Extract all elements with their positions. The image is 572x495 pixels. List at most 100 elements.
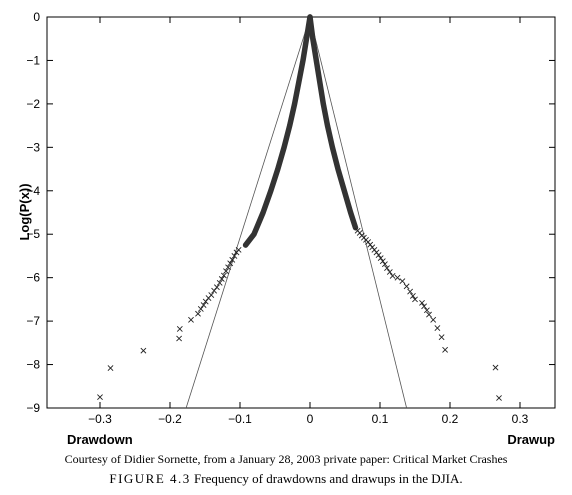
data-point <box>197 306 204 312</box>
y-axis-label: Log(P(x)) <box>17 183 32 240</box>
plot-frame <box>46 16 556 409</box>
x-tick-label: −0.2 <box>158 412 182 426</box>
data-point-stroke <box>97 394 103 401</box>
data-point-stroke <box>409 292 416 299</box>
data-point <box>231 253 238 259</box>
y-tick-label: −2 <box>26 97 40 111</box>
data-point <box>442 346 449 353</box>
y-tick-label: 0 <box>33 10 40 24</box>
data-point <box>492 364 499 371</box>
data-point <box>216 279 223 286</box>
x-tick-label: 0.2 <box>442 412 459 426</box>
data-point-stroke <box>379 258 386 265</box>
data-point-stroke <box>381 261 388 268</box>
data-point-stroke <box>375 252 382 258</box>
data-point <box>97 394 103 401</box>
data-point <box>375 252 382 258</box>
data-point-stroke <box>231 253 238 259</box>
data-point-stroke <box>423 307 430 314</box>
data-point-stroke <box>394 274 401 281</box>
x-tick-label: −0.3 <box>88 412 112 426</box>
figure-credit: Courtesy of Didier Sornette, from a Janu… <box>64 452 508 466</box>
data-point-stroke <box>399 278 406 285</box>
data-point <box>107 365 114 371</box>
data-point <box>394 274 401 281</box>
data-point-stroke <box>107 365 114 371</box>
figure-label: FIGURE 4.3 <box>109 471 191 486</box>
data-point <box>223 268 229 275</box>
data-point-stroke <box>223 268 229 275</box>
data-point <box>419 299 425 306</box>
data-point-stroke <box>434 325 441 331</box>
data-point-stroke <box>403 283 410 290</box>
x-tick-label: 0.1 <box>372 412 389 426</box>
x-tick-label: 0.3 <box>512 412 529 426</box>
data-point <box>235 246 242 253</box>
fit-line <box>309 16 407 409</box>
dense-curve-left <box>242 14 313 248</box>
x-tick-label: 0 <box>307 412 314 426</box>
y-axis-ticks: 0 −1 −2 −3 −4 −5 −6 −7 −8 −9 <box>26 10 555 415</box>
data-point <box>229 256 236 263</box>
dense-curves <box>242 14 359 248</box>
x-axis-label-drawdown: Drawdown <box>67 432 133 447</box>
y-tick-label: −7 <box>26 314 40 328</box>
data-point-stroke <box>419 299 425 306</box>
data-point-stroke <box>496 395 502 401</box>
data-point <box>434 325 441 331</box>
data-point <box>176 326 183 332</box>
data-point-stroke <box>208 292 215 298</box>
data-point <box>430 316 437 323</box>
data-point <box>195 310 201 317</box>
data-point-stroke <box>227 260 234 267</box>
data-point-stroke <box>430 316 437 323</box>
data-point <box>409 292 416 299</box>
data-point-stroke <box>176 335 183 342</box>
data-point <box>423 307 430 314</box>
x-tick-label: −0.1 <box>228 412 252 426</box>
data-point <box>403 283 410 290</box>
figure-caption: FIGURE 4.3 Frequency of drawdowns and dr… <box>0 471 572 487</box>
data-point <box>386 269 393 275</box>
fit-lines <box>185 16 407 409</box>
data-point-stroke <box>140 347 147 354</box>
data-point-stroke <box>412 296 418 303</box>
data-point-stroke <box>225 264 232 271</box>
y-tick-label: −4 <box>26 184 40 198</box>
data-point-stroke <box>426 311 432 318</box>
x-axis-label-drawup: Drawup <box>507 432 555 447</box>
data-point-stroke <box>442 346 449 353</box>
figure-text: Frequency of drawdowns and drawups in th… <box>194 471 463 486</box>
data-point-stroke <box>220 272 227 279</box>
x-axis-ticks: −0.3 −0.2 −0.1 0 0.1 0.2 0.3 <box>88 17 529 426</box>
data-point-stroke <box>213 284 220 291</box>
data-point-stroke <box>229 256 236 263</box>
data-point <box>384 265 390 272</box>
data-point <box>379 258 386 265</box>
data-point <box>211 287 218 294</box>
data-point-stroke <box>407 288 414 295</box>
data-point <box>140 347 147 354</box>
data-point <box>225 264 232 271</box>
data-point <box>399 278 406 285</box>
data-point <box>227 260 234 267</box>
data-point <box>218 276 225 282</box>
data-point <box>200 302 207 308</box>
data-point <box>421 303 428 310</box>
data-point <box>377 255 384 262</box>
data-point-stroke <box>421 303 428 310</box>
data-point-stroke <box>377 255 384 262</box>
data-point-stroke <box>218 276 225 282</box>
y-tick-label: −9 <box>26 401 40 415</box>
dense-curve-right <box>307 14 359 231</box>
y-tick-label: −1 <box>26 53 40 67</box>
data-point <box>381 261 388 268</box>
data-point-stroke <box>176 326 183 332</box>
data-markers <box>97 227 502 401</box>
y-tick-label: −8 <box>26 358 40 372</box>
data-point-stroke <box>384 265 390 272</box>
data-point <box>438 334 445 341</box>
data-point <box>202 298 209 305</box>
data-point <box>188 316 194 323</box>
data-point-stroke <box>216 279 223 286</box>
